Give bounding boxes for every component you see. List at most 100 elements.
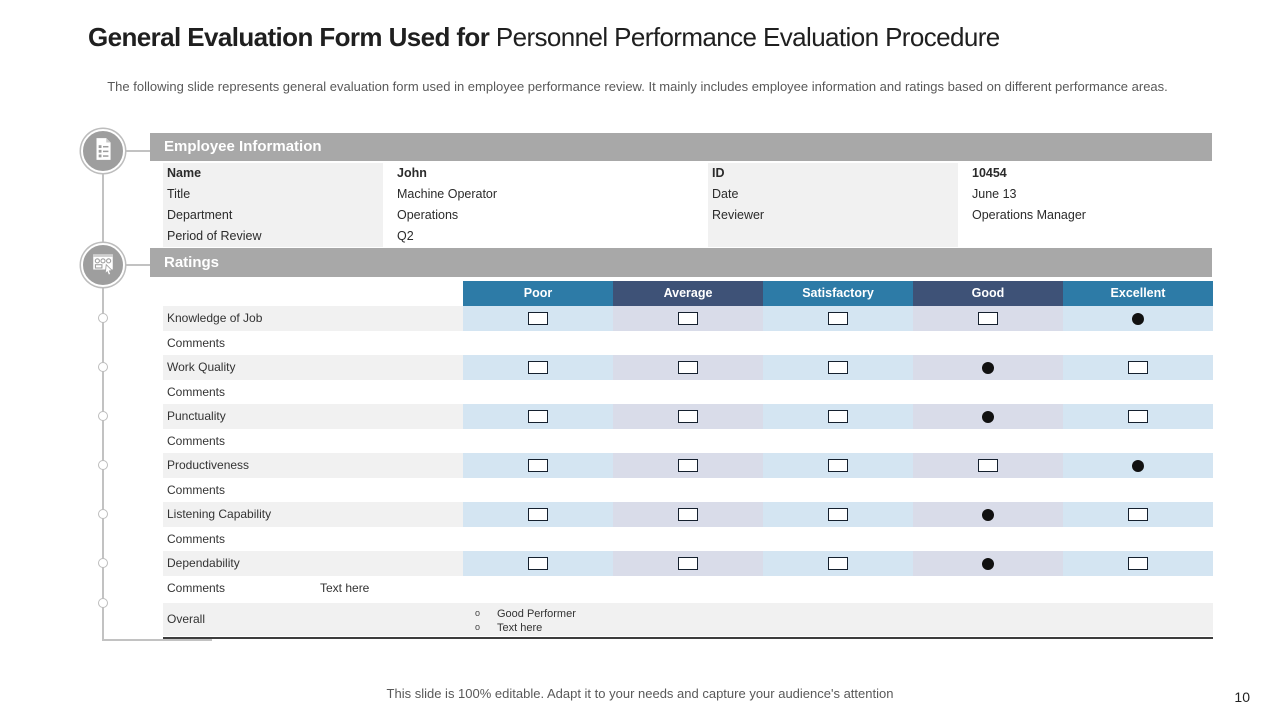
column-gap (701, 184, 708, 205)
rating-cell-excellent[interactable] (1063, 453, 1213, 478)
rating-cell-average[interactable] (613, 453, 763, 478)
rating-cell-excellent[interactable] (1063, 551, 1213, 576)
selected-dot (1132, 312, 1144, 325)
employee-field-label: Title (163, 184, 383, 205)
rating-cell-good[interactable] (913, 551, 1063, 576)
employee-field-value: June 13 (958, 184, 1212, 205)
checkbox (678, 410, 698, 423)
overall-bullet-item: o Good Performer (475, 606, 576, 620)
employee-field-value: Operations Manager (958, 205, 1212, 226)
checkbox (978, 312, 998, 325)
rating-cell-poor[interactable] (463, 355, 613, 380)
comments-row: Comments Text here (163, 576, 1213, 600)
checkbox (1128, 557, 1148, 570)
timeline-node-circle (98, 411, 108, 421)
rating-cell-poor[interactable] (463, 404, 613, 429)
document-checklist-icon (90, 136, 116, 167)
checkbox (528, 361, 548, 374)
timeline-node-circle (98, 558, 108, 568)
rating-cell-satisfactory[interactable] (763, 306, 913, 331)
rating-cell-average[interactable] (613, 306, 763, 331)
rating-cell-average[interactable] (613, 404, 763, 429)
checkbox (828, 410, 848, 423)
checkbox (528, 508, 548, 521)
rating-cell-average[interactable] (613, 551, 763, 576)
checkbox (978, 459, 998, 472)
comments-label: Comments (167, 434, 226, 448)
employee-info-table: Name John ID 10454 Title Machine Operator Date… (163, 163, 1212, 247)
employee-field-value: Machine Operator (383, 184, 701, 205)
rating-cell-poor[interactable] (463, 502, 613, 527)
rating-cell-excellent[interactable] (1063, 306, 1213, 331)
overall-label: Overall (167, 612, 206, 626)
rating-cell-satisfactory[interactable] (763, 551, 913, 576)
comments-row: Comments (163, 478, 1213, 502)
column-gap (701, 163, 708, 184)
overall-bullet-text: Good Performer (497, 608, 576, 620)
ratings-column-headers: Poor Average Satisfactory Good Excellent (463, 281, 1213, 306)
timeline-node-circle (98, 460, 108, 470)
rating-cell-satisfactory[interactable] (763, 453, 913, 478)
checkbox (528, 557, 548, 570)
rating-cell-average[interactable] (613, 502, 763, 527)
rating-row: Dependability (163, 551, 1213, 576)
checkbox (678, 508, 698, 521)
comments-row: Comments (163, 429, 1213, 453)
rating-cell-excellent[interactable] (1063, 404, 1213, 429)
employee-field-value: Q2 (383, 226, 701, 247)
checkbox (1128, 410, 1148, 423)
rating-cell-excellent[interactable] (1063, 355, 1213, 380)
column-gap (701, 205, 708, 226)
comments-label: Comments (167, 532, 226, 546)
rating-cell-excellent[interactable] (1063, 502, 1213, 527)
rating-cell-satisfactory[interactable] (763, 502, 913, 527)
employee-field-label (708, 226, 958, 247)
rating-cell-average[interactable] (613, 355, 763, 380)
rating-row-label: Punctuality (163, 404, 463, 429)
employee-info-section-header: Employee Information (150, 133, 1212, 161)
employee-field-label: Department (163, 205, 383, 226)
ratings-badge (81, 243, 125, 287)
checkbox (678, 312, 698, 325)
rating-cell-satisfactory[interactable] (763, 355, 913, 380)
overall-bullet-text: Text here (497, 622, 543, 634)
circle-bullet-icon: o (475, 622, 481, 632)
employee-info-badge (81, 129, 125, 173)
rating-row-label: Productiveness (163, 453, 463, 478)
comments-placeholder-text[interactable]: Text here (320, 581, 370, 595)
rating-cell-good[interactable] (913, 404, 1063, 429)
overall-bullet-list: o Good Performer o Text here (475, 606, 576, 634)
rating-row: Listening Capability (163, 502, 1213, 527)
checkbox (1128, 508, 1148, 521)
rating-cell-good[interactable] (913, 502, 1063, 527)
selected-dot (982, 508, 994, 521)
comments-label: Comments (167, 385, 226, 399)
employee-field-label: Reviewer (708, 205, 958, 226)
rating-cell-good[interactable] (913, 453, 1063, 478)
rating-cell-poor[interactable] (463, 306, 613, 331)
rating-row: Work Quality (163, 355, 1213, 380)
checkbox (828, 557, 848, 570)
selected-dot (982, 557, 994, 570)
page-number: 10 (1234, 689, 1250, 705)
rating-cell-good[interactable] (913, 306, 1063, 331)
overall-row: Overall o Good Performer o Text here (163, 603, 1213, 636)
comments-row: Comments (163, 331, 1213, 355)
employee-field-value: 10454 (958, 163, 1212, 184)
checkbox (828, 312, 848, 325)
timeline-node-circle (98, 362, 108, 372)
rating-cell-poor[interactable] (463, 551, 613, 576)
employee-info-row: Period of Review Q2 (163, 226, 1212, 247)
rating-cell-satisfactory[interactable] (763, 404, 913, 429)
page-title-lead: General Evaluation Form Used for (88, 22, 496, 52)
rating-cell-poor[interactable] (463, 453, 613, 478)
comments-label: Comments (167, 336, 226, 350)
rating-cell-good[interactable] (913, 355, 1063, 380)
employee-field-label: ID (708, 163, 958, 184)
checkbox (528, 312, 548, 325)
rating-column-header-good: Good (913, 281, 1063, 306)
employee-info-row: Name John ID 10454 (163, 163, 1212, 184)
employee-field-label: Name (163, 163, 383, 184)
column-gap (701, 226, 708, 247)
